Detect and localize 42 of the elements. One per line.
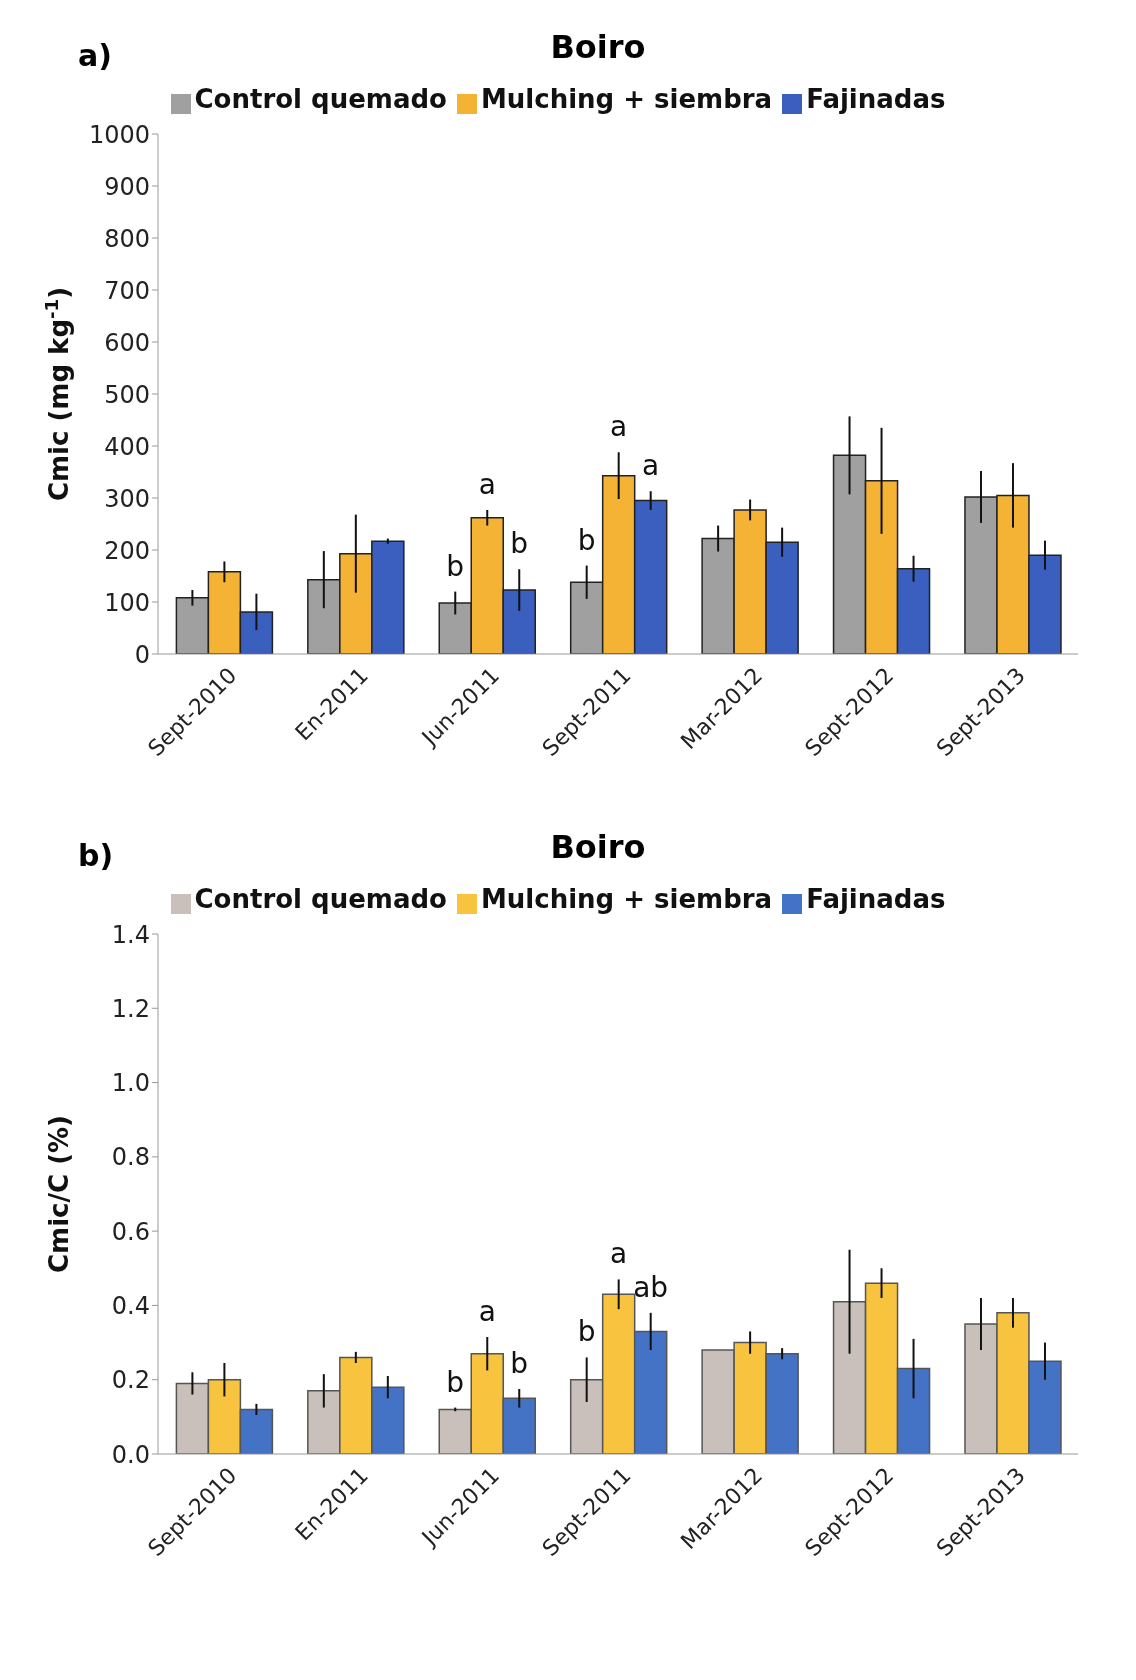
text: b) [78,838,114,873]
data-label: b [446,549,465,583]
legend-label: Fajinadas [806,884,946,914]
chart-title: Boiro [550,28,646,66]
legend-label: Control quemado [194,84,447,114]
y-tick-label: 0.6 [111,1217,150,1246]
y-tick-label: 200 [104,536,150,565]
y-axis-title: Cmic/C (%) [44,1115,74,1273]
data-label: b [577,1315,596,1349]
data-label: a [478,1295,496,1328]
data-label: ab [633,1270,669,1304]
y-tick-label: 0.0 [111,1440,150,1469]
data-label: b [510,1347,529,1380]
y-tick-label: 0 [134,640,150,669]
data-label: a [610,1237,628,1271]
legend-label: Fajinadas [806,84,946,114]
data-label: a [478,467,496,501]
y-tick-label: 800 [104,224,150,253]
data-label: a [642,449,660,483]
y-tick-label: 500 [104,380,150,409]
data-label: b [510,527,529,561]
y-tick-label: 0.2 [111,1366,150,1395]
legend-label: Mulching + siembra [480,884,773,914]
text: a) [78,38,112,73]
chart-title: Boiro [550,828,646,866]
y-tick-label: 1000 [88,120,150,149]
data-label: b [577,523,596,557]
y-tick-label: 300 [104,484,150,513]
y-tick-label: 900 [104,172,150,201]
legend-label: Control quemado [194,884,447,914]
y-tick-label: 100 [104,588,150,617]
legend-label: Mulching + siembra [480,84,773,114]
y-tick-label: 1.2 [111,994,150,1023]
y-tick-label: 0.8 [111,1143,150,1172]
y-tick-label: 1.0 [111,1069,150,1098]
y-tick-label: 600 [104,328,150,357]
y-tick-label: 0.4 [111,1291,150,1320]
y-tick-label: 700 [104,276,150,305]
y-tick-label: 1.4 [111,920,150,949]
y-tick-label: 400 [104,432,150,461]
data-label: a [610,410,628,444]
data-label: b [446,1365,465,1399]
